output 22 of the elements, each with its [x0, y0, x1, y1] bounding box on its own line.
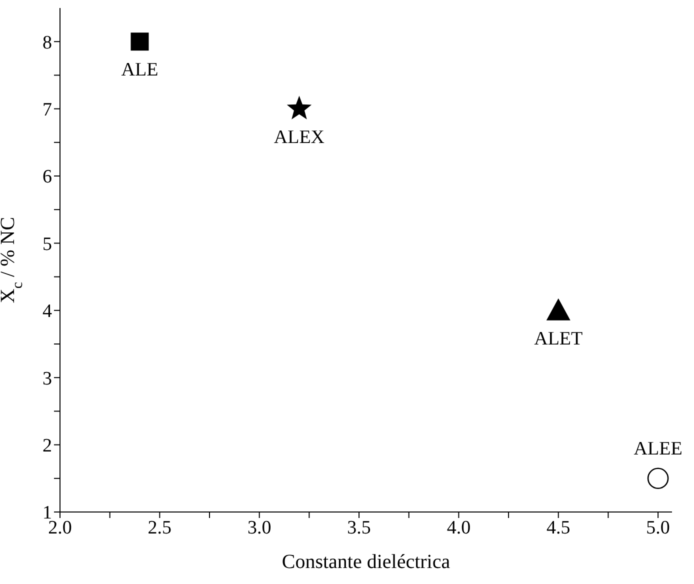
y-tick-label: 8: [42, 32, 52, 54]
x-tick-label: 5.0: [646, 517, 670, 538]
x-tick-label: 4.0: [446, 517, 471, 538]
series-label: ALE: [121, 60, 158, 81]
y-tick-label: 2: [42, 436, 52, 457]
point: [647, 468, 669, 490]
x-tick-label: 2.0: [48, 517, 72, 538]
point: [546, 298, 570, 320]
series-label: ALEX: [274, 126, 325, 148]
x-axis-title: Constante dieléctrica: [282, 551, 450, 573]
x-tick-label: 3.0: [247, 517, 272, 538]
x-tick-label: 2.5: [148, 517, 172, 538]
y-tick-label: 7: [42, 100, 52, 121]
series-label: ALEE: [634, 438, 682, 460]
y-tick-label: 6: [42, 166, 52, 188]
series-label: ALET: [534, 328, 584, 350]
y-tick-label: 3: [42, 368, 52, 390]
point: [286, 96, 312, 120]
x-tick-label: 3.5: [347, 517, 371, 538]
y-tick-label: 5: [42, 234, 52, 255]
y-tick-label: 4: [42, 301, 52, 322]
x-tick-label: 4.5: [546, 517, 570, 538]
